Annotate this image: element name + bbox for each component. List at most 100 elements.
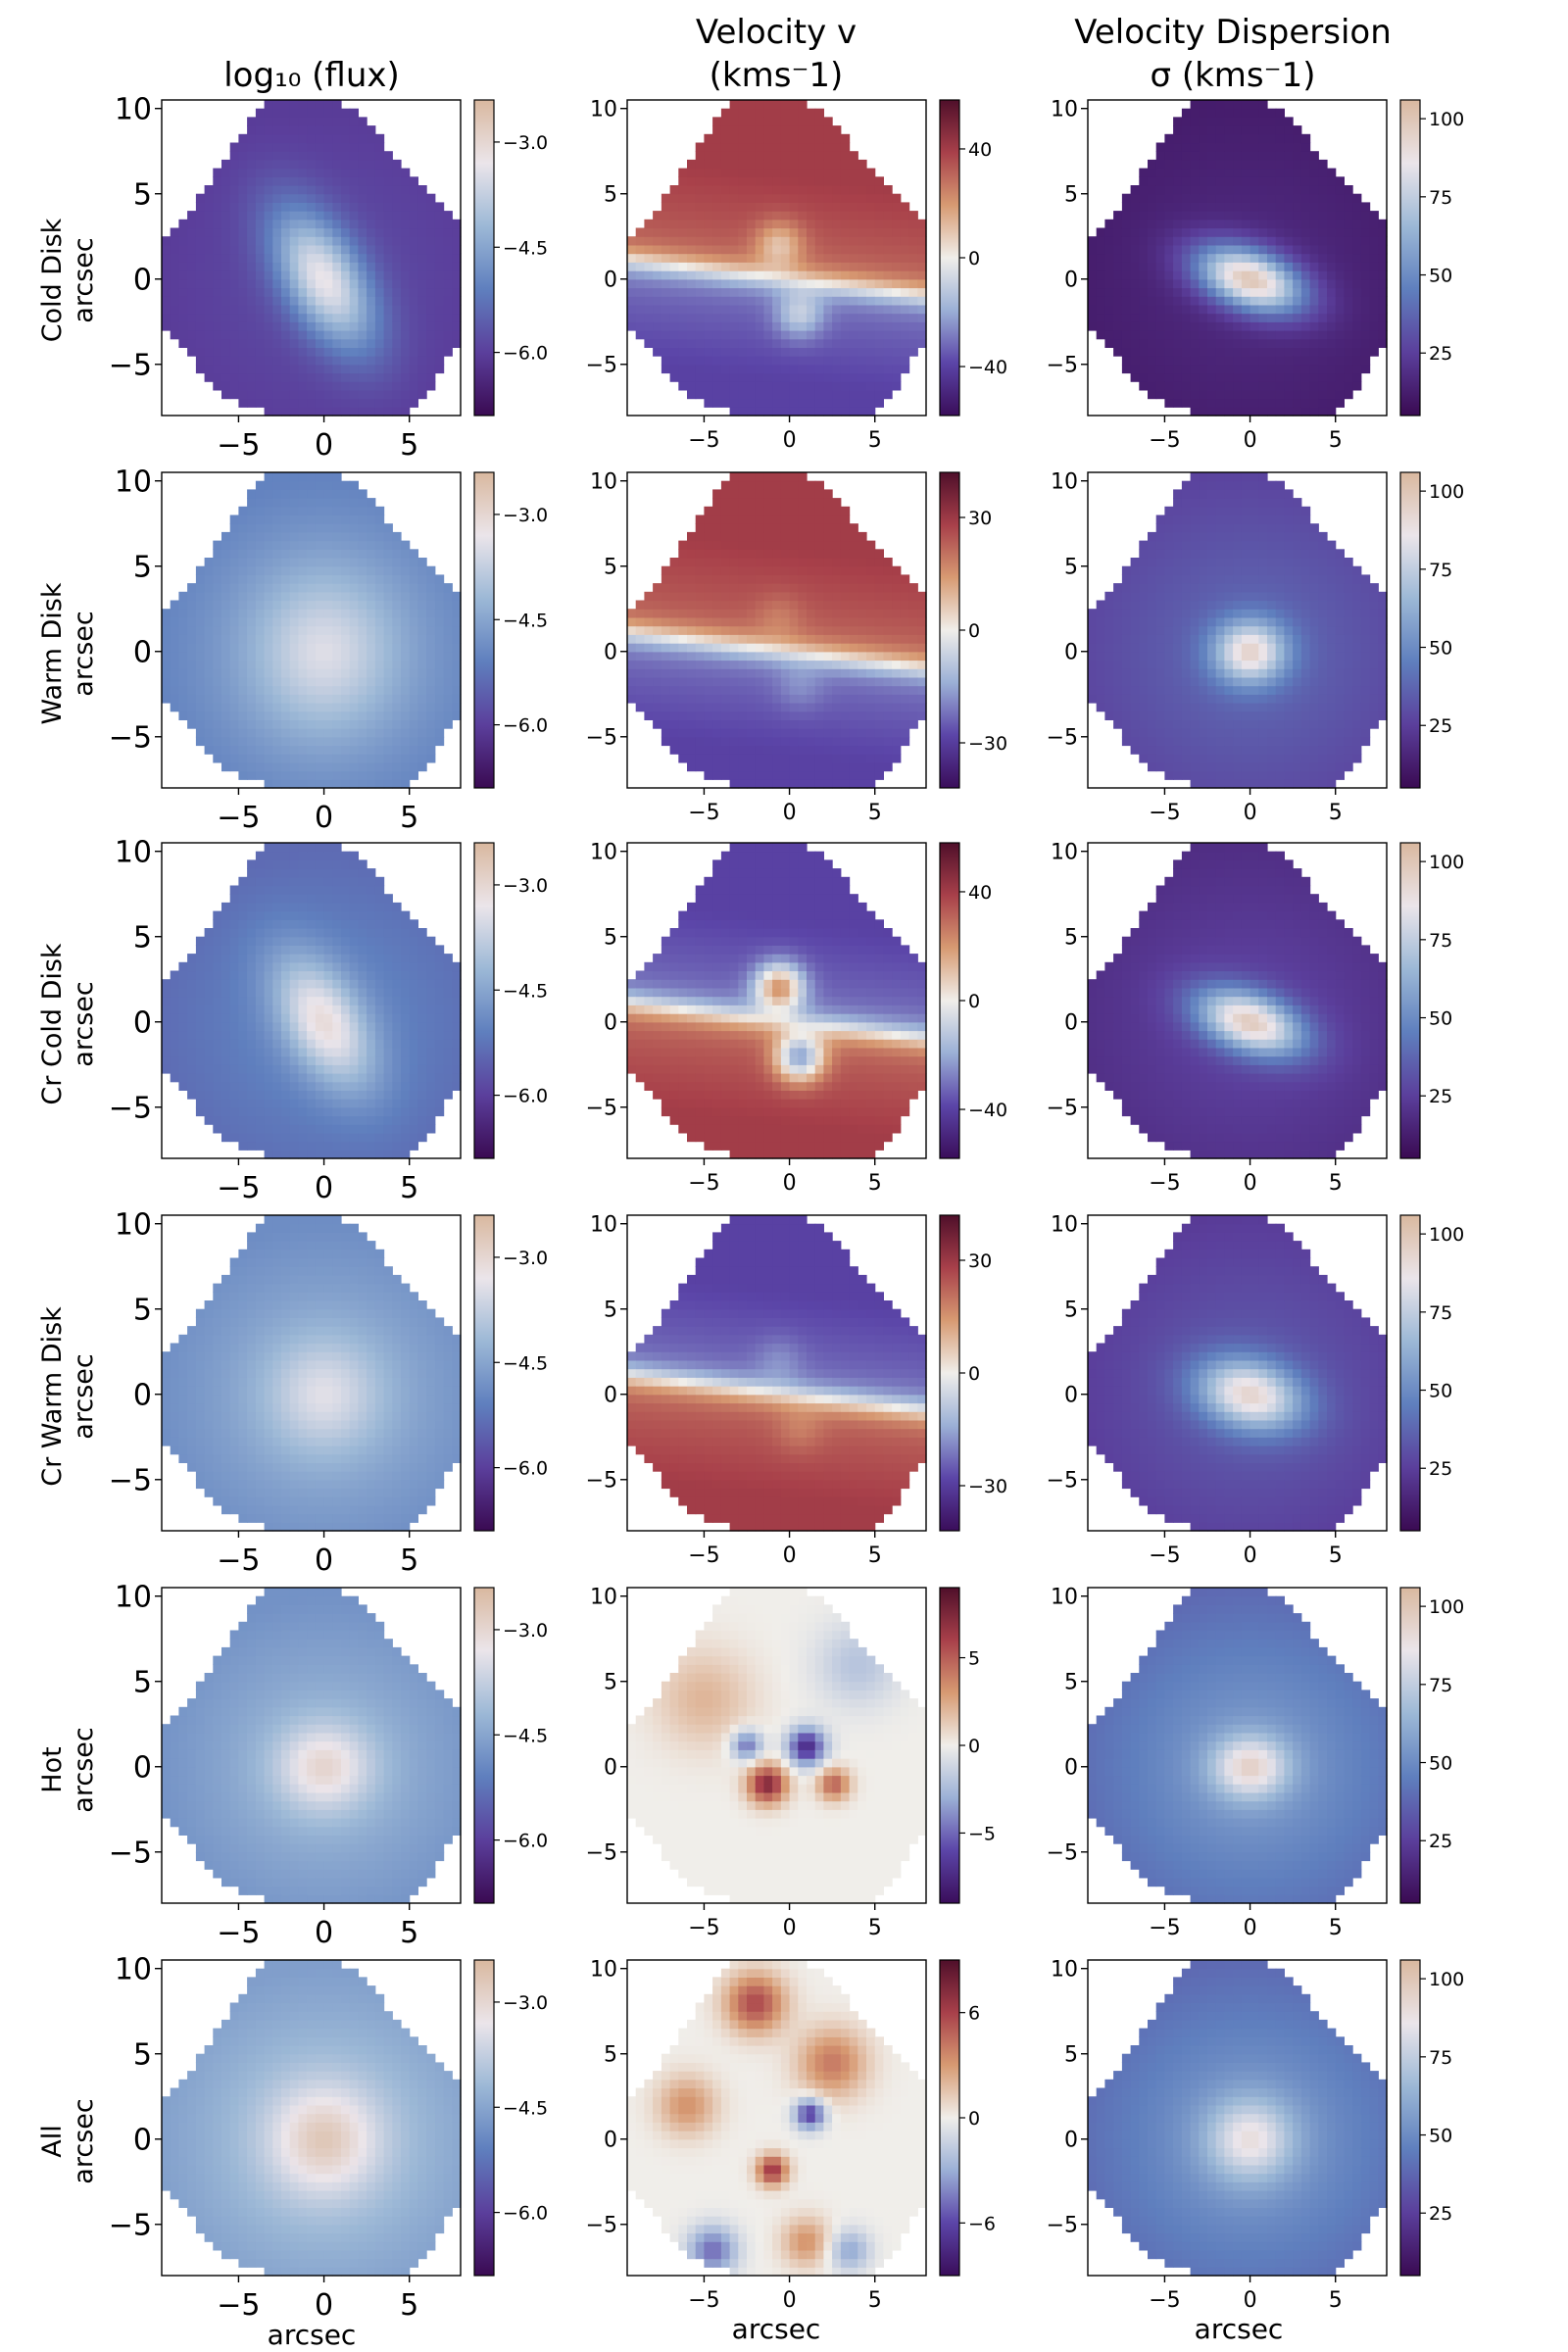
x-tick-label: 0 xyxy=(1244,1171,1257,1196)
colorbar xyxy=(1400,1215,1420,1531)
x-tick-label: −5 xyxy=(217,428,260,463)
y-tick-label: 5 xyxy=(604,1671,617,1695)
colorbar xyxy=(940,472,959,788)
colorbar-tick-label: 100 xyxy=(1429,1224,1464,1246)
colorbar xyxy=(474,100,494,416)
x-tick-label: −5 xyxy=(1149,1544,1180,1568)
colorbar-tick-label: −3.0 xyxy=(503,1248,548,1269)
svg-text:arcsec: arcsec xyxy=(69,611,99,696)
x-tick-label: 0 xyxy=(1244,1544,1257,1568)
x-tick-label: −5 xyxy=(1149,1171,1180,1196)
colorbar-tick-label: −4.5 xyxy=(503,237,548,259)
y-tick-label: 10 xyxy=(115,93,152,127)
y-tick-label: 10 xyxy=(115,1953,152,1987)
x-tick-label: −5 xyxy=(688,1171,719,1196)
x-tick-label: 5 xyxy=(400,1916,418,1950)
colorbar-tick-label: 0 xyxy=(968,991,980,1012)
x-tick-label: −5 xyxy=(217,2288,260,2323)
y-tick-label: 5 xyxy=(1064,1671,1078,1695)
x-tick-label: −5 xyxy=(688,1916,719,1940)
y-tick-label: 0 xyxy=(133,1006,152,1041)
y-tick-label: −5 xyxy=(1047,1841,1078,1866)
colorbar-tick-label: 50 xyxy=(1429,2126,1452,2147)
colorbar-tick-label: 100 xyxy=(1429,481,1464,503)
x-tick-label: −5 xyxy=(217,1916,260,1950)
colorbar-tick-label: 6 xyxy=(968,2003,980,2025)
y-tick-label: −5 xyxy=(586,1841,617,1866)
x-tick-label: 0 xyxy=(783,1171,797,1196)
x-tick-label: 5 xyxy=(868,1544,882,1568)
row-label-1: Warm Disk arcsec xyxy=(37,582,99,724)
colorbar-tick-label: 25 xyxy=(1429,1458,1452,1480)
colorbar xyxy=(1400,1588,1420,1903)
colorbar-tick-label: 25 xyxy=(1429,1831,1452,1852)
row-label-4: Hot arcsec xyxy=(37,1727,99,1812)
y-tick-label: 10 xyxy=(1051,1213,1078,1238)
svg-text:Cr Cold Disk: Cr Cold Disk xyxy=(37,943,68,1104)
y-tick-label: −5 xyxy=(1047,354,1078,378)
x-tick-label: 5 xyxy=(868,801,882,825)
y-tick-label: 10 xyxy=(590,1586,617,1610)
colorbar-tick-label: 25 xyxy=(1429,343,1452,365)
figure: log₁₀ (flux) Velocity v (kms⁻1) Velocity… xyxy=(0,0,1568,2352)
x-tick-label: 0 xyxy=(783,1544,797,1568)
x-tick-label: 0 xyxy=(315,1544,333,1578)
colorbar-tick-label: −3.0 xyxy=(503,1620,548,1642)
colorbar-tick-label: −6 xyxy=(968,2213,996,2234)
colorbar xyxy=(474,1588,494,1903)
x-tick-label: 0 xyxy=(783,801,797,825)
x-tick-label: −5 xyxy=(1149,801,1180,825)
colorbar-tick-label: 40 xyxy=(968,139,992,161)
y-tick-label: 0 xyxy=(604,641,617,665)
colorbar-tick-label: −40 xyxy=(968,1100,1007,1121)
y-tick-label: 0 xyxy=(604,1011,617,1036)
x-tick-label: 0 xyxy=(783,1916,797,1940)
colorbar-tick-label: 40 xyxy=(968,882,992,904)
colorbar-tick-label: 100 xyxy=(1429,1969,1464,1990)
x-tick-label: 5 xyxy=(400,1544,418,1578)
x-tick-label: −5 xyxy=(688,801,719,825)
colorbar-tick-label: 25 xyxy=(1429,715,1452,737)
y-tick-label: 10 xyxy=(1051,98,1078,122)
column-title-dispersion-unit: σ (kms⁻1) xyxy=(1151,56,1316,95)
x-tick-label: 0 xyxy=(315,2288,333,2323)
x-tick-label: 5 xyxy=(400,2288,418,2323)
colorbar-tick-label: 100 xyxy=(1429,109,1464,130)
y-tick-label: 0 xyxy=(604,269,617,293)
x-tick-label: 0 xyxy=(783,428,797,453)
colorbar-tick-label: −6.0 xyxy=(503,1831,548,1852)
y-tick-label: 5 xyxy=(604,926,617,951)
y-tick-label: −5 xyxy=(586,354,617,378)
x-tick-label: 5 xyxy=(400,428,418,463)
svg-text:All: All xyxy=(37,2125,68,2157)
colorbar xyxy=(1400,843,1420,1158)
colorbar-tick-label: −6.0 xyxy=(503,1086,548,1107)
colorbar-tick-label: −3.0 xyxy=(503,132,548,154)
colorbar-tick-label: 75 xyxy=(1429,1675,1452,1696)
colorbar xyxy=(940,1588,959,1903)
y-tick-label: −5 xyxy=(586,1469,617,1494)
colorbar-tick-label: 50 xyxy=(1429,266,1452,287)
x-tick-label: 0 xyxy=(315,428,333,463)
x-tick-label: 5 xyxy=(1329,2288,1343,2313)
colorbar-tick-label: 30 xyxy=(968,1250,992,1272)
x-tick-label: 0 xyxy=(783,2288,797,2313)
y-tick-label: 10 xyxy=(590,470,617,495)
y-tick-label: 0 xyxy=(133,2124,152,2158)
column-title-velocity-unit: (kms⁻1) xyxy=(710,56,844,95)
y-tick-label: 5 xyxy=(604,183,617,208)
colorbar-tick-label: −30 xyxy=(968,1476,1007,1497)
y-tick-label: 5 xyxy=(1064,556,1078,580)
colorbar-tick-label: −30 xyxy=(968,733,1007,755)
y-tick-label: 5 xyxy=(604,2043,617,2068)
